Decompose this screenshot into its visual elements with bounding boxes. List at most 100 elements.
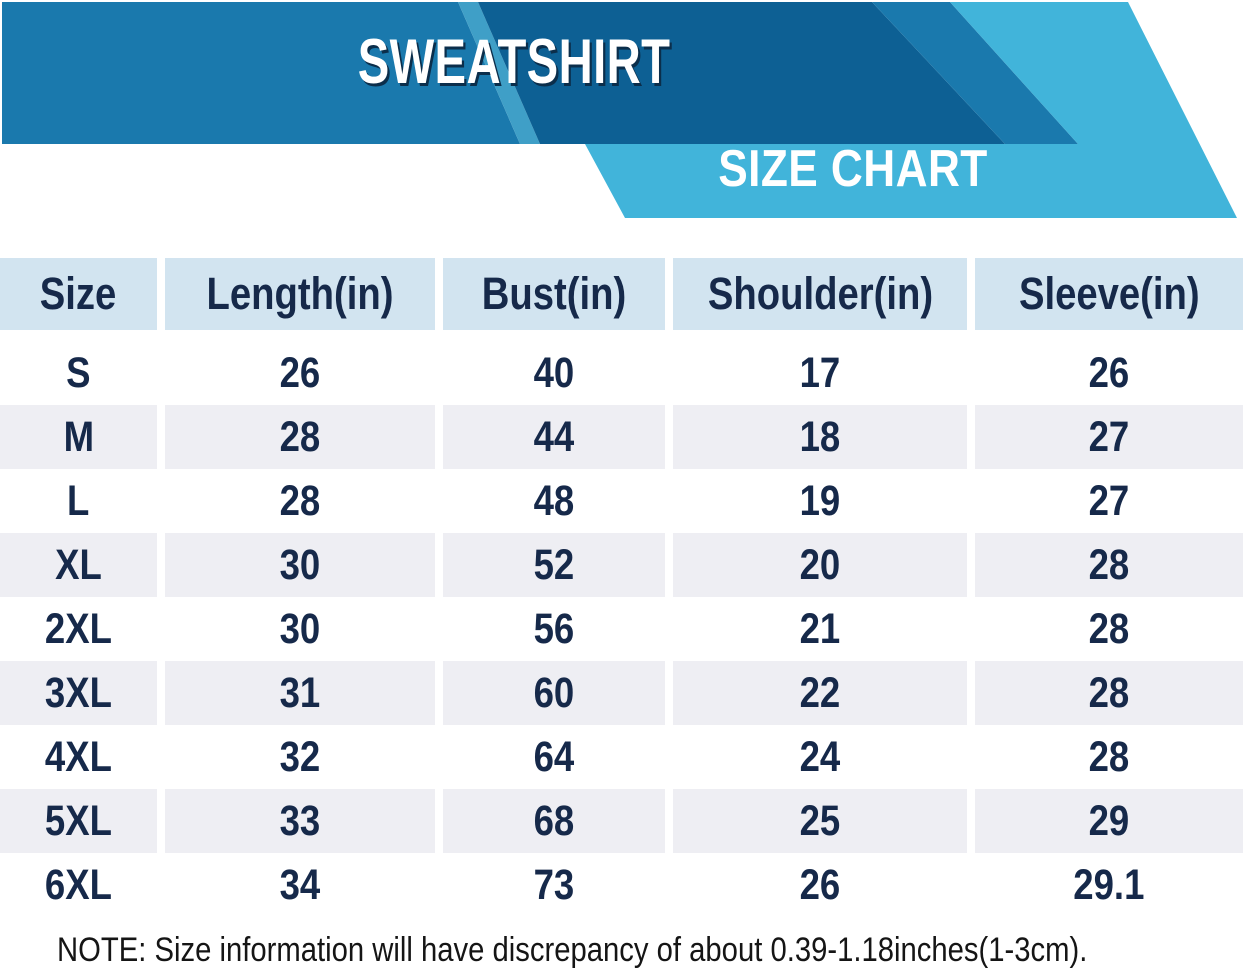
table-cell: 22 xyxy=(673,661,967,725)
table-cell: 56 xyxy=(443,597,665,661)
table-cell: 5XL xyxy=(0,789,157,853)
table-cell: 33 xyxy=(165,789,435,853)
table-cell-label: 4XL xyxy=(44,732,113,781)
table-cell: 64 xyxy=(443,725,665,789)
table-cell-label: 24 xyxy=(799,732,841,781)
header-cell: Sleeve(in) xyxy=(975,258,1243,330)
table-cell-label: 2XL xyxy=(44,604,113,653)
table-cell: 40 xyxy=(443,341,665,405)
table-cell-label: 26 xyxy=(799,860,841,909)
table-cell-label: XL xyxy=(55,540,102,589)
table-cell: 29 xyxy=(975,789,1243,853)
table-cell-label: 28 xyxy=(1088,540,1130,589)
table-cell: 26 xyxy=(975,341,1243,405)
table-cell: 31 xyxy=(165,661,435,725)
table-cell-label: 28 xyxy=(1088,604,1130,653)
table-cell: 26 xyxy=(165,341,435,405)
table-cell: 25 xyxy=(673,789,967,853)
table-cell-label: 40 xyxy=(533,348,575,397)
table-cell-label: 29 xyxy=(1088,796,1130,845)
table-cell-label: 26 xyxy=(1088,348,1130,397)
table-cell-label: 48 xyxy=(533,476,575,525)
table-cell-label: 31 xyxy=(279,668,321,717)
table-row: M 28 44 18 27 xyxy=(0,405,1243,469)
table-cell-label: 5XL xyxy=(44,796,113,845)
table-cell: 26 xyxy=(673,853,967,917)
table-cell: 18 xyxy=(673,405,967,469)
page-title: SWEATSHIRT xyxy=(357,27,671,97)
header-cell: Bust(in) xyxy=(443,258,665,330)
table-cell: 17 xyxy=(673,341,967,405)
table-cell: 73 xyxy=(443,853,665,917)
header-cell: Length(in) xyxy=(165,258,435,330)
table-header-row: Size Length(in) Bust(in) Shoulder(in) Sleeve… xyxy=(0,258,1243,330)
table-cell-label: 21 xyxy=(799,604,841,653)
table-cell: 20 xyxy=(673,533,967,597)
table-cell-label: 52 xyxy=(533,540,575,589)
table-cell-label: 28 xyxy=(279,412,321,461)
header-cell: Shoulder(in) xyxy=(673,258,967,330)
header-cell-label: Length(in) xyxy=(206,268,394,319)
table-cell-label: 68 xyxy=(533,796,575,845)
table-cell: 30 xyxy=(165,533,435,597)
table-cell: 28 xyxy=(165,405,435,469)
table-cell-label: 19 xyxy=(799,476,841,525)
table-cell-label: 18 xyxy=(799,412,841,461)
table-cell-label: 30 xyxy=(279,540,321,589)
table-cell-label: 44 xyxy=(533,412,575,461)
table-cell: 29.1 xyxy=(975,853,1243,917)
table-cell-label: 27 xyxy=(1088,412,1130,461)
page-subtitle: SIZE CHART xyxy=(718,140,988,198)
table-cell: 28 xyxy=(975,597,1243,661)
table-row: 4XL 32 64 24 28 xyxy=(0,725,1243,789)
header-cell-label: Shoulder(in) xyxy=(707,268,933,319)
table-cell-label: 33 xyxy=(279,796,321,845)
table-cell-label: 32 xyxy=(279,732,321,781)
header-cell-label: Size xyxy=(40,268,117,319)
table-cell: 28 xyxy=(975,661,1243,725)
table-cell-label: 64 xyxy=(533,732,575,781)
table-cell: 68 xyxy=(443,789,665,853)
table-cell: 60 xyxy=(443,661,665,725)
table-cell: 4XL xyxy=(0,725,157,789)
table-cell: M xyxy=(0,405,157,469)
table-cell-label: 29.1 xyxy=(1073,860,1145,909)
table-cell: 52 xyxy=(443,533,665,597)
table-cell: 3XL xyxy=(0,661,157,725)
table-cell: 28 xyxy=(165,469,435,533)
table-cell-label: 26 xyxy=(279,348,321,397)
table-cell-label: 28 xyxy=(1088,732,1130,781)
header-cell-label: Bust(in) xyxy=(481,268,627,319)
table-cell: 30 xyxy=(165,597,435,661)
table-row: XL 30 52 20 28 xyxy=(0,533,1243,597)
table-body: S 26 40 17 26 M 28 44 18 27 L 28 48 19 27 XL 30 52 20 28 2XL… xyxy=(0,341,1243,917)
table-cell: 27 xyxy=(975,405,1243,469)
banner: SWEATSHIRT SIZE CHART xyxy=(0,0,1243,238)
table-cell-label: 6XL xyxy=(44,860,113,909)
table-cell: 2XL xyxy=(0,597,157,661)
table-cell-label: 56 xyxy=(533,604,575,653)
table-cell-label: 20 xyxy=(799,540,841,589)
note-text: NOTE: Size information will have discrep… xyxy=(57,931,1088,969)
table-cell-label: 73 xyxy=(533,860,575,909)
table-cell-label: L xyxy=(67,476,90,525)
table-row: 3XL 31 60 22 28 xyxy=(0,661,1243,725)
table-row: 2XL 30 56 21 28 xyxy=(0,597,1243,661)
table-row: 6XL 34 73 26 29.1 xyxy=(0,853,1243,917)
table-cell: 21 xyxy=(673,597,967,661)
table-cell: S xyxy=(0,341,157,405)
table-cell: 28 xyxy=(975,533,1243,597)
table-cell-label: 60 xyxy=(533,668,575,717)
table-cell-label: 27 xyxy=(1088,476,1130,525)
table-cell-label: 3XL xyxy=(44,668,113,717)
header-cell-label: Sleeve(in) xyxy=(1018,268,1200,319)
table-cell: 27 xyxy=(975,469,1243,533)
table-cell: 34 xyxy=(165,853,435,917)
table-cell: 44 xyxy=(443,405,665,469)
table-cell-label: 17 xyxy=(799,348,841,397)
table-cell: 28 xyxy=(975,725,1243,789)
size-table: Size Length(in) Bust(in) Shoulder(in) Sleeve… xyxy=(0,258,1243,917)
table-cell-label: 30 xyxy=(279,604,321,653)
table-cell: XL xyxy=(0,533,157,597)
